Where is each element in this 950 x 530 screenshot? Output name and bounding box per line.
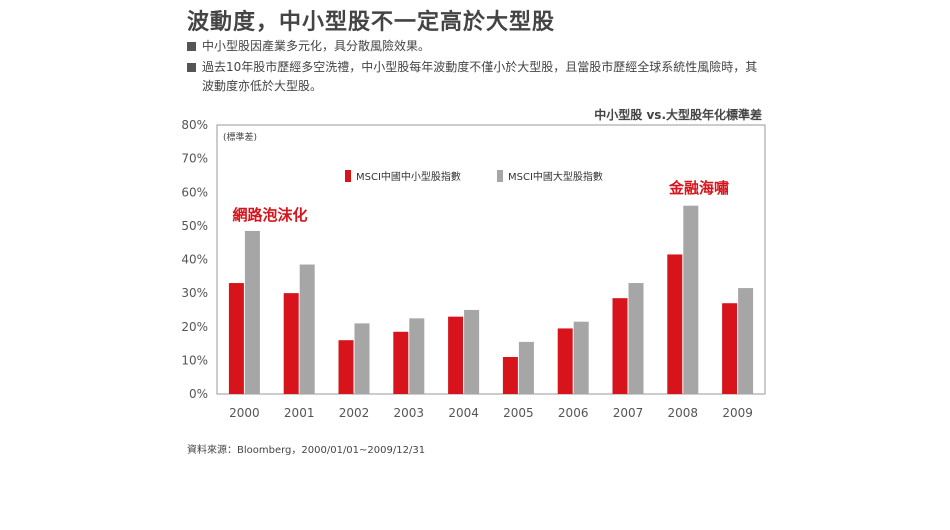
legend-large-cap-swatch (497, 170, 503, 182)
x-tick-label: 2001 (284, 406, 315, 420)
square-bullet-icon (187, 63, 196, 72)
chart-annotation: 網路泡沫化 (232, 206, 307, 224)
y-axis-label: (標準差) (223, 131, 257, 143)
bar-large-cap (409, 318, 425, 394)
bullet-text: 過去10年股市歷經多空洗禮，中小型股每年波動度不僅小於大型股，且當股市歷經全球系… (202, 60, 758, 93)
y-tick-label: 10% (181, 353, 208, 367)
bar-large-cap (299, 264, 315, 394)
bar-small-mid-cap (557, 328, 573, 394)
bar-small-mid-cap (722, 303, 738, 394)
x-tick-label: 2005 (503, 406, 534, 420)
x-tick-label: 2000 (229, 406, 260, 420)
x-tick-label: 2006 (558, 406, 589, 420)
x-tick-label: 2009 (722, 406, 753, 420)
plot-frame (216, 124, 766, 395)
square-bullet-icon (187, 42, 196, 51)
bar-large-cap (738, 288, 754, 394)
y-tick-label: 80% (181, 118, 208, 132)
bar-small-mid-cap (612, 298, 628, 394)
bar-small-mid-cap (667, 254, 683, 394)
bar-small-mid-cap (283, 293, 299, 394)
bar-small-mid-cap (448, 316, 464, 394)
x-tick-label: 2008 (668, 406, 699, 420)
bar-small-mid-cap (228, 283, 244, 394)
chart-annotation: 金融海嘯 (668, 179, 729, 197)
y-tick-label: 70% (181, 152, 208, 166)
y-tick-label: 40% (181, 253, 208, 267)
page-title: 波動度，中小型股不一定高於大型股 (187, 10, 556, 35)
chart-heading: 中小型股 vs.大型股年化標準差 (594, 108, 762, 122)
bar-small-mid-cap (393, 331, 409, 394)
source-note: 資料來源：Bloomberg，2000/01/01~2009/12/31 (187, 445, 426, 456)
bullet-list: 中小型股因產業多元化，具分散風險效果。 過去10年股市歷經多空洗禮，中小型股每年… (187, 37, 767, 98)
bar-large-cap (628, 283, 644, 394)
y-tick-label: 0% (189, 387, 208, 401)
y-tick-label: 20% (181, 320, 208, 334)
bullet-text: 中小型股因產業多元化，具分散風險效果。 (202, 39, 431, 53)
bar-large-cap (518, 341, 534, 394)
y-tick-label: 50% (181, 219, 208, 233)
x-tick-label: 2002 (339, 406, 370, 420)
bar-small-mid-cap (338, 340, 354, 394)
x-tick-label: 2007 (613, 406, 644, 420)
y-tick-label: 30% (181, 286, 208, 300)
bar-large-cap (354, 323, 370, 394)
bar-small-mid-cap (502, 357, 518, 394)
bullet-item-1: 中小型股因產業多元化，具分散風險效果。 (187, 37, 767, 56)
legend-small-mid-cap-swatch (345, 170, 351, 182)
x-tick-label: 2004 (448, 406, 479, 420)
bar-large-cap (683, 205, 699, 394)
bar-large-cap (244, 230, 260, 394)
x-tick-label: 2003 (394, 406, 425, 420)
bar-large-cap (573, 321, 589, 394)
legend-large-cap-label: MSCI中國大型股指數 (508, 170, 603, 183)
legend-small-mid-cap-label: MSCI中國中小型股指數 (356, 170, 461, 183)
bullet-item-2: 過去10年股市歷經多空洗禮，中小型股每年波動度不僅小於大型股，且當股市歷經全球系… (187, 58, 767, 96)
bar-large-cap (464, 309, 480, 394)
y-tick-label: 60% (181, 185, 208, 199)
